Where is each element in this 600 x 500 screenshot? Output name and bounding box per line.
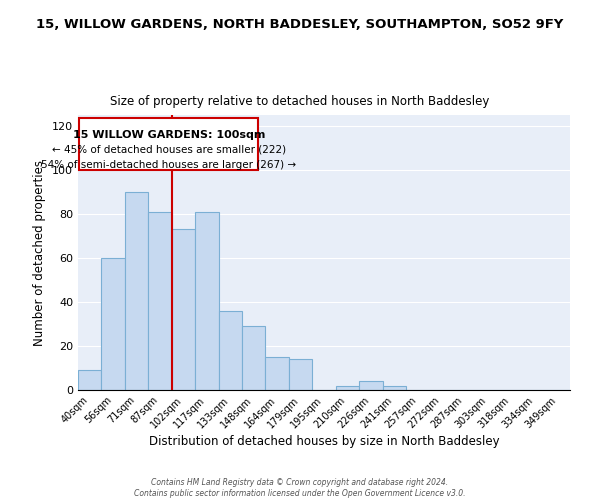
Text: ← 45% of detached houses are smaller (222): ← 45% of detached houses are smaller (22… [52, 144, 286, 154]
Bar [101, 258, 125, 390]
Text: 15, WILLOW GARDENS, NORTH BADDESLEY, SOUTHAMPTON, SO52 9FY: 15, WILLOW GARDENS, NORTH BADDESLEY, SOU… [37, 18, 563, 30]
Bar [78, 370, 101, 390]
Bar [172, 230, 195, 390]
Text: 15 WILLOW GARDENS: 100sqm: 15 WILLOW GARDENS: 100sqm [73, 130, 265, 140]
X-axis label: Distribution of detached houses by size in North Baddesley: Distribution of detached houses by size … [149, 436, 499, 448]
Text: Contains HM Land Registry data © Crown copyright and database right 2024.
Contai: Contains HM Land Registry data © Crown c… [134, 478, 466, 498]
Bar [242, 326, 265, 390]
Bar [125, 192, 148, 390]
Bar [336, 386, 359, 390]
Bar [289, 359, 312, 390]
Bar [218, 311, 242, 390]
Bar [195, 212, 218, 390]
Text: 54% of semi-detached houses are larger (267) →: 54% of semi-detached houses are larger (… [41, 160, 296, 170]
Bar [148, 212, 172, 390]
Y-axis label: Number of detached properties: Number of detached properties [34, 160, 46, 346]
Bar [359, 381, 383, 390]
FancyBboxPatch shape [79, 118, 259, 170]
Text: Size of property relative to detached houses in North Baddesley: Size of property relative to detached ho… [110, 94, 490, 108]
Bar [265, 357, 289, 390]
Bar [383, 386, 406, 390]
